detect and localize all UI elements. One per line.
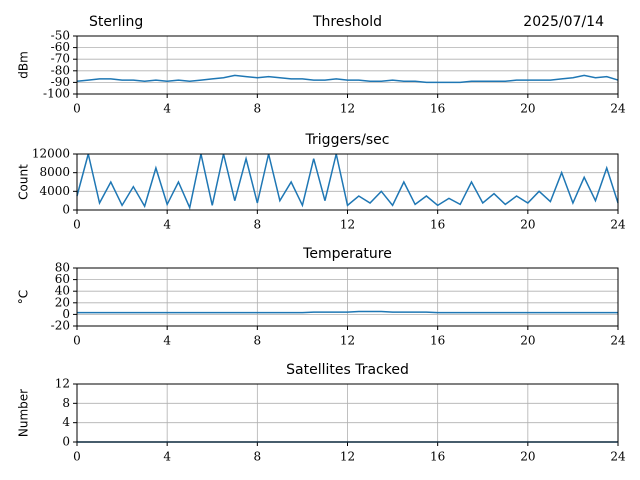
data-line — [76, 153, 619, 211]
y-tick-label: -20 — [51, 319, 70, 333]
y-tick-label: 80 — [55, 261, 70, 275]
y-tick-label: -100 — [43, 87, 70, 101]
y-tick-label: 4000 — [39, 184, 70, 198]
chart-title: Temperature — [302, 246, 392, 262]
x-tick-label: 8 — [254, 450, 262, 464]
x-tick-label: 16 — [430, 102, 445, 116]
y-tick-label: 12 — [55, 377, 70, 391]
data-line — [76, 74, 619, 84]
x-tick-label: 24 — [610, 102, 626, 116]
y-tick-label: -70 — [51, 52, 70, 66]
x-tick-label: 20 — [520, 218, 535, 232]
x-tick-label: 20 — [520, 450, 535, 464]
plot-frame — [76, 153, 619, 211]
y-tick-label: 60 — [55, 272, 70, 286]
y-tick-label: 12000 — [32, 147, 70, 161]
y-axis-label: °C — [17, 290, 31, 304]
y-tick-label: -90 — [51, 75, 70, 89]
plot-frame — [76, 267, 619, 327]
x-tick-label: 24 — [610, 218, 626, 232]
y-tick-label: 20 — [55, 295, 70, 309]
chart-title: Satellites Tracked — [286, 362, 409, 378]
x-tick-label: 8 — [254, 102, 262, 116]
x-tick-label: 8 — [254, 334, 262, 348]
y-tick-label: -80 — [51, 63, 70, 77]
y-tick-label: -60 — [51, 40, 70, 54]
annotation: Sterling — [89, 14, 143, 30]
y-axis-label: Count — [17, 164, 31, 200]
x-tick-label: 4 — [163, 334, 171, 348]
chart-title: Threshold — [312, 14, 382, 30]
y-axis-label: dBm — [17, 51, 31, 79]
plot-frame — [76, 383, 619, 443]
x-tick-label: 24 — [610, 334, 626, 348]
annotation: 2025/07/14 — [523, 14, 604, 30]
y-axis-label: Number — [17, 389, 31, 437]
x-tick-label: 0 — [73, 218, 81, 232]
y-tick-label: 8000 — [39, 165, 70, 179]
chart-title: Triggers/sec — [305, 132, 390, 148]
x-tick-label: 16 — [430, 450, 445, 464]
x-tick-label: 0 — [73, 334, 81, 348]
x-tick-label: 16 — [430, 334, 445, 348]
x-tick-label: 20 — [520, 334, 535, 348]
x-tick-label: 0 — [73, 450, 81, 464]
y-tick-label: 8 — [62, 396, 70, 410]
x-tick-label: 4 — [163, 102, 171, 116]
y-tick-label: 0 — [62, 307, 70, 321]
x-tick-label: 8 — [254, 218, 262, 232]
plot-frame — [76, 35, 619, 95]
x-tick-label: 4 — [163, 450, 171, 464]
data-line — [77, 310, 618, 314]
y-tick-label: -50 — [51, 29, 70, 43]
x-tick-label: 4 — [163, 218, 171, 232]
y-tick-label: 0 — [62, 203, 70, 217]
y-tick-label: 4 — [62, 415, 70, 429]
x-tick-label: 12 — [340, 334, 355, 348]
x-tick-label: 16 — [430, 218, 445, 232]
x-tick-label: 20 — [520, 102, 535, 116]
x-tick-label: 12 — [340, 218, 355, 232]
x-tick-label: 12 — [340, 450, 355, 464]
y-tick-label: 40 — [55, 284, 70, 298]
y-tick-label: 0 — [62, 435, 70, 449]
x-tick-label: 0 — [73, 102, 81, 116]
x-tick-label: 12 — [340, 102, 355, 116]
x-tick-label: 24 — [610, 450, 626, 464]
